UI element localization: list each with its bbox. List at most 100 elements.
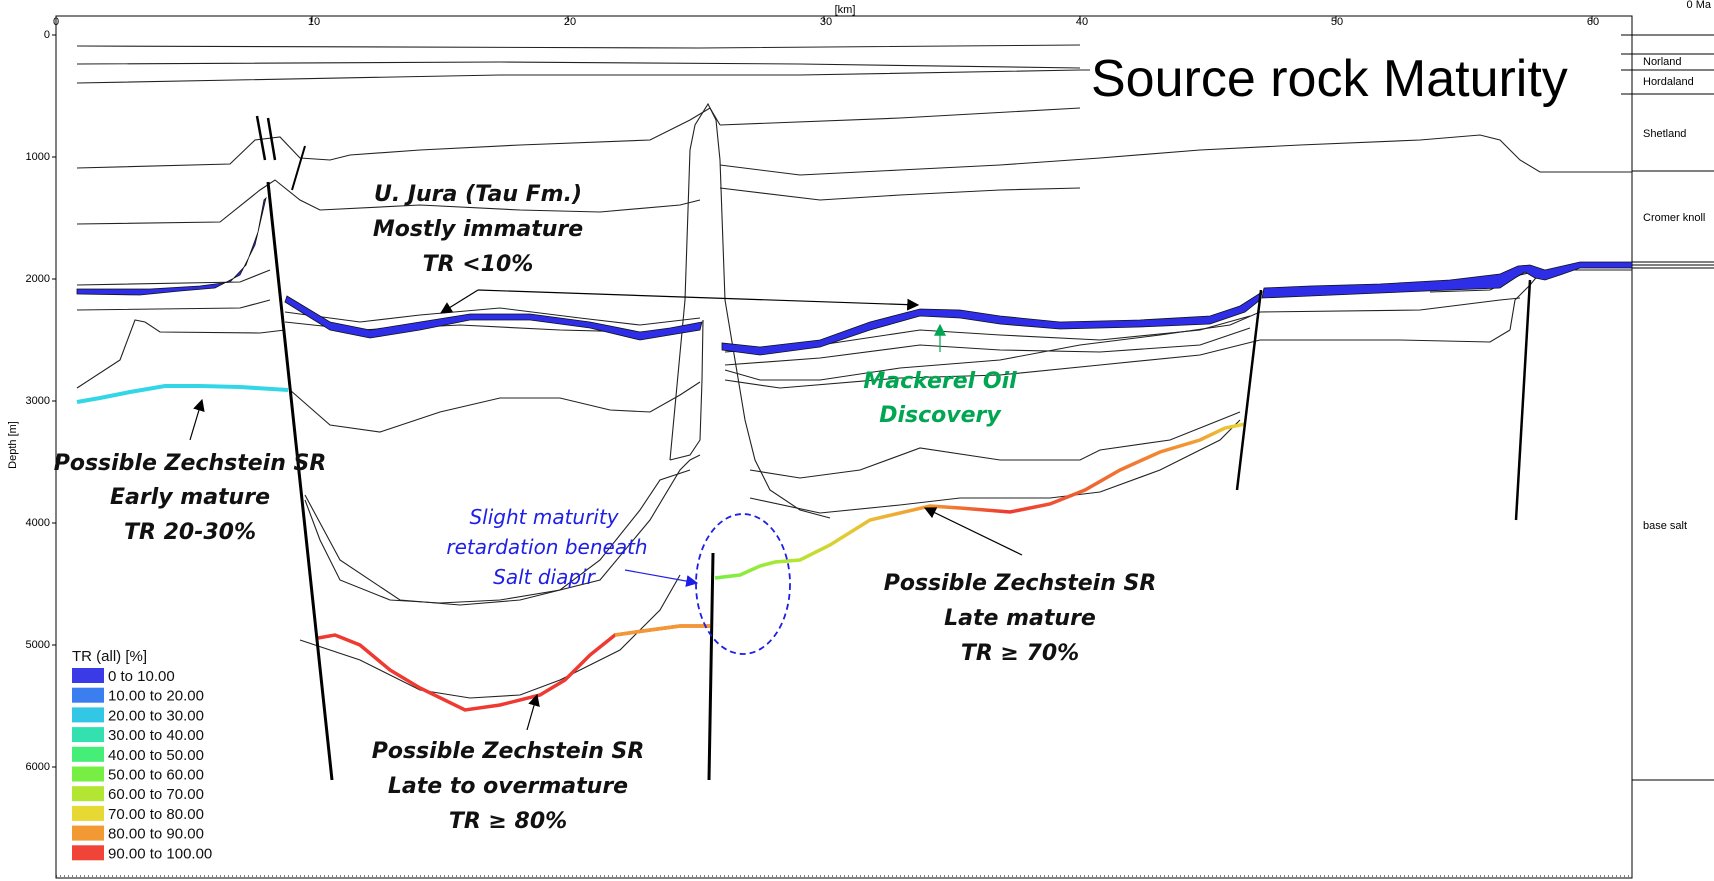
tr-legend: TR (all) [%] 0 to 10.00 10.00 to 20.00 20.… (72, 648, 212, 862)
y-axis: 0 1000 2000 3000 4000 5000 6000 Depth [m… (7, 29, 1632, 877)
x-tick-label: 10 (308, 16, 320, 28)
salt-diapir-outline (669, 102, 831, 519)
x-axis: 0 10 20 30 40 50 60 [km] (53, 4, 1599, 28)
legend-label: 20.00 to 30.00 (108, 707, 204, 724)
horizon-line (724, 329, 1511, 389)
ann-line: Early mature (110, 485, 270, 510)
legend-label: 90.00 to 100.00 (108, 845, 212, 862)
tr-band-immature (1261, 261, 1633, 299)
horizons (76, 44, 1632, 699)
y-tick-label: 5000 (26, 639, 50, 651)
legend-title: TR (all) [%] (72, 648, 147, 665)
fault-line (1235, 289, 1263, 491)
ann-line: Slight maturity (469, 505, 619, 529)
legend-swatch (72, 746, 104, 762)
fault-line (266, 117, 277, 161)
horizon-line (749, 419, 1241, 514)
ann-line: Late to overmature (388, 774, 628, 799)
x-tick-label: 30 (820, 16, 832, 28)
retardation-ellipse (695, 513, 791, 655)
y-tick-label: 1000 (26, 151, 50, 163)
annotation-zech-over: Possible Zechstein SR Late to overmature… (372, 739, 645, 834)
horizon-line (76, 69, 1090, 84)
horizon-line (76, 61, 1081, 69)
horizon-line (304, 469, 691, 604)
horizon-line (76, 44, 1081, 49)
legend-swatch (72, 845, 104, 861)
annotation-arrows (189, 289, 1023, 731)
ann-line: Discovery (879, 403, 1002, 428)
legend-label: 0 to 10.00 (108, 668, 175, 685)
horizon-line (76, 269, 701, 326)
fault-line (1514, 279, 1532, 521)
faults (255, 115, 1532, 781)
arrow-zech-over (526, 693, 540, 731)
arrow-ujura-right (477, 289, 920, 311)
fault-line (707, 552, 715, 781)
horizon-line (1509, 272, 1541, 331)
x-tick-label: 0 (53, 16, 59, 28)
arrow-zech-early (189, 398, 205, 441)
horizon-line (76, 107, 1632, 176)
strat-label-shetland: Shetland (1643, 128, 1686, 140)
horizon-line (76, 299, 271, 311)
horizon-line (299, 574, 681, 699)
y-tick-label: 4000 (26, 517, 50, 529)
annotation-mackerel: Mackerel Oil Discovery (863, 369, 1017, 428)
tr-band-late-mature (614, 624, 710, 637)
legend-label: 10.00 to 20.00 (108, 688, 204, 705)
arrow-retardation (624, 569, 699, 587)
strat-label-norland: Norland (1643, 56, 1682, 68)
annotation-ujura: U. Jura (Tau Fm.) Mostly immature TR <10… (373, 182, 583, 277)
legend-swatch (72, 805, 104, 821)
y-tick-label: 3000 (26, 395, 50, 407)
y-tick-label: 6000 (26, 761, 50, 773)
x-unit-label: [km] (835, 4, 856, 16)
ann-line: Possible Zechstein SR (54, 451, 327, 476)
arrow-zech-late (923, 507, 1023, 556)
y-axis-label: Depth [m] (7, 421, 19, 469)
salt-diapir-flank (669, 319, 704, 461)
legend-label: 50.00 to 60.00 (108, 767, 204, 784)
ann-line: TR 20-30% (124, 520, 256, 545)
ann-line: Possible Zechstein SR (372, 739, 645, 764)
y-tick-label: 0 (44, 29, 50, 41)
fault-line (291, 145, 306, 191)
x-tick-label: 60 (1587, 16, 1599, 28)
horizon-line (724, 327, 1251, 366)
x-tick-label: 50 (1331, 16, 1343, 28)
ann-line: Mackerel Oil (863, 369, 1017, 394)
horizon-line (749, 411, 1241, 479)
legend-label: 30.00 to 40.00 (108, 727, 204, 744)
legend-label: 60.00 to 70.00 (108, 786, 204, 803)
ann-line: Mostly immature (373, 217, 583, 242)
y-tick-label: 2000 (26, 273, 50, 285)
age-label: 0 Ma (1687, 0, 1712, 11)
x-tick-label: 40 (1076, 16, 1088, 28)
annotation-zech-late: Possible Zechstein SR Late mature TR ≥ 7… (884, 571, 1157, 666)
stratigraphic-column: 0 Ma Norland Hordaland Shetland Cromer k… (1621, 0, 1714, 781)
legend-label: 40.00 to 50.00 (108, 747, 204, 764)
tr-band-late-mature (714, 422, 1246, 580)
legend-label: 80.00 to 90.00 (108, 826, 204, 843)
legend-swatch (72, 825, 104, 841)
legend-swatch (72, 707, 104, 723)
ann-line: U. Jura (Tau Fm.) (374, 182, 582, 207)
horizon-line (724, 297, 1521, 381)
horizon-line (76, 179, 701, 225)
strat-label-hordaland: Hordaland (1643, 76, 1694, 88)
legend-swatch (72, 687, 104, 703)
x-tick-label: 20 (564, 16, 576, 28)
ann-line: TR ≥ 70% (961, 641, 1079, 666)
ann-line: TR <10% (423, 252, 534, 277)
ann-line: retardation beneath (446, 535, 647, 559)
strat-label-cromer-knoll: Cromer knoll (1643, 212, 1705, 224)
annotation-zech-early: Possible Zechstein SR Early mature TR 20… (54, 451, 327, 545)
horizon-line (76, 319, 286, 389)
plot-frame (55, 15, 1633, 879)
legend-swatch (72, 668, 104, 683)
annotation-retardation: Slight maturity retardation beneath Salt… (446, 505, 647, 589)
legend-swatch (72, 727, 104, 743)
ann-line: Possible Zechstein SR (884, 571, 1157, 596)
